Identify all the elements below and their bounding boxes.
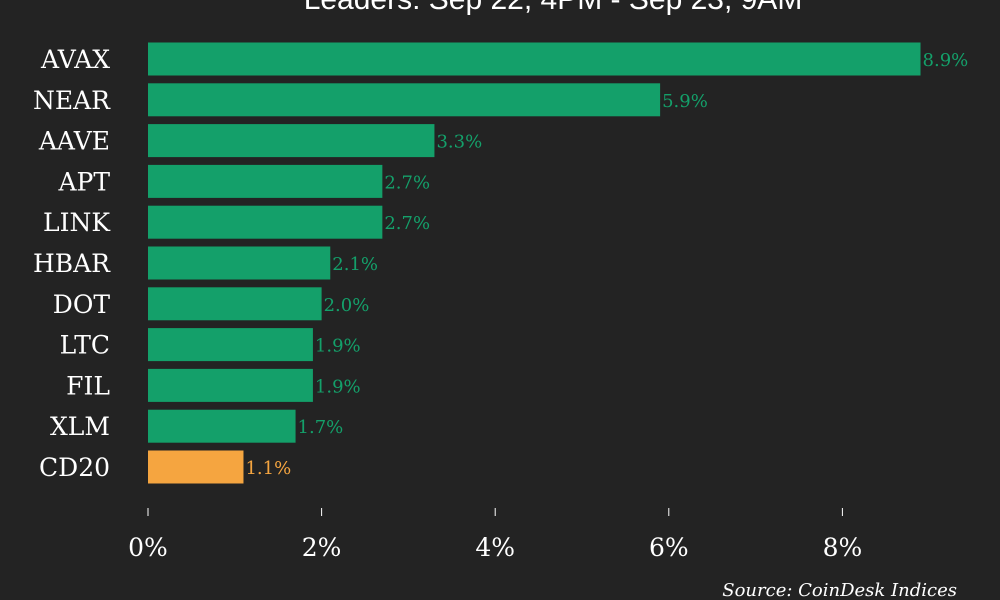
bar-fil xyxy=(148,368,313,402)
x-axis: 0% 2% 4% 6% 8% xyxy=(128,508,862,562)
bar-dot xyxy=(148,287,322,321)
category-label-ltc: LTC xyxy=(60,331,110,360)
bar-near xyxy=(148,83,661,117)
category-label-link: LINK xyxy=(43,208,111,237)
bar-avax xyxy=(148,42,921,76)
category-label-aave: AAVE xyxy=(38,127,110,156)
x-tick-label: 0% xyxy=(128,533,168,562)
bar-apt xyxy=(148,164,383,198)
bar-link xyxy=(148,205,383,239)
bar-aave xyxy=(148,124,435,158)
value-label-near: 5.9% xyxy=(662,91,708,112)
x-tick-label: 2% xyxy=(302,533,342,562)
value-label-xlm: 1.7% xyxy=(298,417,344,438)
value-label-aave: 3.3% xyxy=(436,132,482,153)
category-label-avax: AVAX xyxy=(40,45,110,74)
value-label-apt: 2.7% xyxy=(384,172,430,193)
bars: AVAX 8.9% NEAR 5.9% AAVE 3.3% APT 2.7% LINK 2.7% H… xyxy=(33,42,969,484)
bar-ltc xyxy=(148,328,313,362)
chart-title: Leaders: Sep 22, 4PM - Sep 23, 9AM xyxy=(304,0,803,16)
value-label-ltc: 1.9% xyxy=(315,336,361,357)
x-tick-label: 4% xyxy=(475,533,515,562)
category-label-fil: FIL xyxy=(66,371,110,400)
category-label-hbar: HBAR xyxy=(33,249,111,278)
value-label-avax: 8.9% xyxy=(923,50,969,71)
category-label-xlm: XLM xyxy=(50,412,110,441)
category-label-near: NEAR xyxy=(33,86,111,115)
value-label-cd20: 1.1% xyxy=(245,458,291,479)
bar-hbar xyxy=(148,246,331,280)
category-label-dot: DOT xyxy=(53,290,111,319)
value-label-link: 2.7% xyxy=(384,213,430,234)
bar-cd20 xyxy=(148,450,244,484)
x-tick-label: 6% xyxy=(649,533,689,562)
value-label-fil: 1.9% xyxy=(315,376,361,397)
source-note: Source: CoinDesk Indices xyxy=(722,580,957,600)
category-label-apt: APT xyxy=(57,167,110,196)
value-label-hbar: 2.1% xyxy=(332,254,378,275)
bar-xlm xyxy=(148,409,296,443)
category-label-cd20: CD20 xyxy=(39,453,110,482)
x-tick-label: 8% xyxy=(823,533,863,562)
value-label-dot: 2.0% xyxy=(324,295,370,316)
